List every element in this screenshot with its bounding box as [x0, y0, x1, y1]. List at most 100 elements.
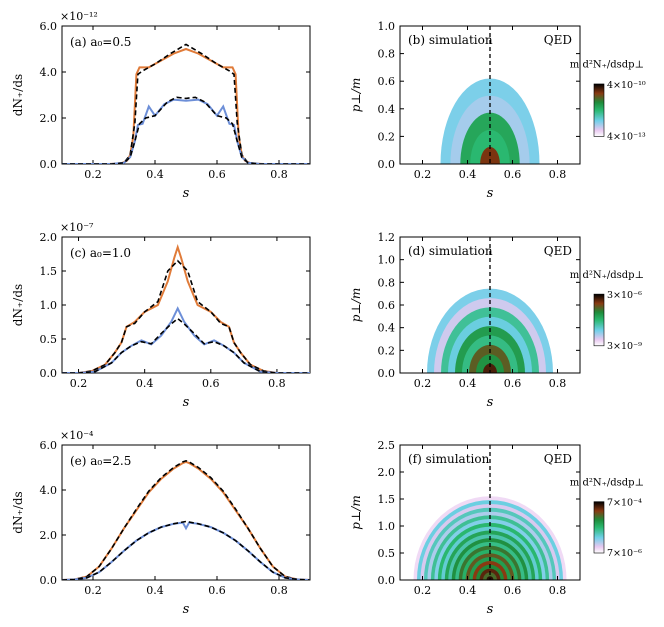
- x-tick-label: 0.2: [84, 168, 102, 181]
- y-tick-label: 1.0: [40, 299, 58, 312]
- y-tick-label: 1.0: [378, 520, 396, 533]
- x-tick-label: 0.4: [459, 584, 477, 597]
- series-group: [62, 459, 310, 580]
- panel-b: 0.2 0.4 0.6 0.8 0.0 0.2 0.4 0.6 0.8 1.0 s (b) simul…: [349, 20, 646, 201]
- series-group: [62, 243, 310, 373]
- plot-frame: [399, 444, 581, 581]
- x-tick-label: 0.6: [504, 584, 522, 597]
- y-axis-label: p⊥/m: [349, 78, 363, 112]
- x-tick-label: 0.8: [270, 168, 288, 181]
- x-axis-label: s: [183, 186, 190, 201]
- panel-c: 0.2 0.4 0.6 0.8 0.0 0.5 1.0 1.5 2.0 s (c) a₀=1.0 ×1…: [11, 221, 311, 410]
- series-line-orange: [62, 47, 310, 164]
- panel-label: (c) a₀=1.0: [70, 246, 131, 260]
- x-tick-label: 0.8: [268, 377, 286, 390]
- series-line-orange: [62, 460, 310, 580]
- y-tick-label: 0.6: [378, 75, 396, 88]
- y-tick-label: 1.0: [378, 254, 396, 267]
- colorbar: [593, 293, 605, 347]
- series-line-blue: [62, 98, 310, 164]
- panel-label: (a) a₀=0.5: [70, 35, 131, 49]
- y-tick-label: 0.5: [378, 547, 396, 560]
- series-line-orange-fit: [62, 43, 310, 164]
- x-tick-label: 0.6: [208, 584, 226, 597]
- axis-exponent: ×10⁻⁷: [60, 221, 94, 234]
- panel-e: 0.2 0.4 0.6 0.8 0.0 2.0 4.0 6.0 s (e) a₀=2.5 ×10⁻⁴…: [11, 429, 311, 617]
- series-group: [62, 43, 310, 164]
- plot-frame: [61, 25, 311, 165]
- axis-exponent: ×10⁻⁴: [60, 429, 94, 442]
- y-axis-label: dN₊/ds: [11, 284, 25, 326]
- series-line-blue-fit: [62, 317, 310, 373]
- y-tick-label: 0.0: [40, 574, 58, 587]
- y-tick-label: 0.0: [378, 574, 396, 587]
- x-tick-label: 0.8: [549, 377, 567, 390]
- y-tick-label: 2.0: [40, 112, 58, 125]
- panel-right-label: QED: [544, 244, 572, 258]
- y-tick-label: 6.0: [40, 439, 58, 452]
- colorbar-max-label: 3×10⁻⁶: [607, 290, 642, 301]
- panel-right-label: QED: [544, 452, 572, 466]
- panel-label: (b) simulation: [408, 33, 493, 47]
- x-tick-label: 0.6: [504, 377, 522, 390]
- y-tick-label: 1.2: [378, 231, 396, 244]
- y-tick-label: 2.0: [378, 466, 396, 479]
- panel-right-label: QED: [544, 33, 572, 47]
- x-tick-label: 0.6: [208, 168, 226, 181]
- x-tick-label: 0.2: [414, 584, 432, 597]
- y-axis-label: dN₊/ds: [11, 74, 25, 116]
- series-line-orange-fit: [62, 259, 310, 373]
- x-tick-label: 0.8: [270, 584, 288, 597]
- heatmap: [440, 78, 540, 164]
- colorbar-max-label: 4×10⁻¹⁰: [607, 80, 646, 91]
- y-tick-label: 0.4: [378, 103, 396, 116]
- x-tick-label: 0.4: [459, 168, 477, 181]
- x-tick-label: 0.6: [504, 168, 522, 181]
- panel-label: (d) simulation: [408, 244, 493, 258]
- x-axis-label: s: [487, 602, 494, 617]
- x-tick-label: 0.6: [202, 377, 220, 390]
- series-line-orange: [62, 243, 310, 373]
- x-tick-label: 0.2: [84, 584, 102, 597]
- y-axis-label: p⊥/m: [349, 495, 363, 529]
- y-tick-label: 0.2: [378, 130, 396, 143]
- y-tick-label: 0.2: [378, 344, 396, 357]
- y-tick-label: 0.8: [378, 276, 396, 289]
- series-line-blue-fit: [62, 520, 310, 580]
- y-tick-label: 0.8: [378, 48, 396, 61]
- panel-a: 0.2 0.4 0.6 0.8 0.0 2.0 4.0 6.0 s (a) a₀=0.5 ×10⁻¹…: [11, 10, 311, 201]
- y-tick-label: 2.5: [378, 439, 396, 452]
- colorbar-min-label: 7×10⁻⁶: [607, 548, 642, 559]
- y-tick-label: 2.0: [40, 231, 58, 244]
- y-tick-label: 0.4: [378, 322, 396, 335]
- plot-frame: [399, 25, 581, 165]
- colorbar: [593, 83, 605, 137]
- series-line-blue: [62, 306, 310, 373]
- y-tick-label: 2.0: [40, 529, 58, 542]
- x-tick-label: 0.2: [414, 168, 432, 181]
- axis-exponent: ×10⁻¹²: [60, 10, 98, 23]
- panel-label: (e) a₀=2.5: [70, 454, 131, 468]
- y-tick-label: 6.0: [40, 20, 58, 33]
- colorbar-min-label: 4×10⁻¹³: [607, 131, 646, 142]
- x-axis-label: s: [183, 395, 190, 410]
- panel-f: 0.2 0.4 0.6 0.8 0.0 0.5 1.0 1.5 2.0 2.5 s (f) simul…: [349, 439, 644, 617]
- heatmap-ring: [483, 572, 497, 580]
- y-axis-label: dN₊/ds: [11, 491, 25, 533]
- y-tick-label: 0.6: [378, 299, 396, 312]
- x-axis-label: s: [487, 186, 494, 201]
- y-tick-label: 0.5: [40, 333, 58, 346]
- y-tick-label: 0.0: [378, 367, 396, 380]
- x-tick-label: 0.4: [136, 377, 154, 390]
- series-line-orange-fit: [62, 459, 310, 580]
- plot-frame: [61, 444, 311, 581]
- y-tick-label: 4.0: [40, 484, 58, 497]
- colorbar-min-label: 3×10⁻⁹: [607, 341, 642, 352]
- colorbar-title: m d²N₊/dsdp⊥: [570, 270, 644, 281]
- colorbar: [593, 501, 605, 554]
- x-tick-label: 0.8: [549, 584, 567, 597]
- heatmap-ring: [483, 363, 497, 373]
- panel-d: 0.2 0.4 0.6 0.8 0.0 0.2 0.4 0.6 0.8 1.0 1.2 s (d) si…: [349, 231, 644, 410]
- y-tick-label: 1.5: [378, 493, 396, 506]
